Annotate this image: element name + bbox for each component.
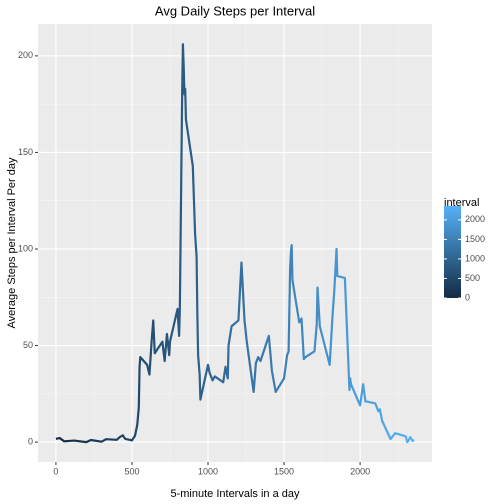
legend-colorbar <box>444 206 461 298</box>
y-tick-label: 150 <box>18 147 33 157</box>
legend-tick-label: 500 <box>465 273 480 283</box>
legend-tick-label: 2000 <box>465 214 485 224</box>
legend-title: interval <box>444 197 479 209</box>
y-tick-label: 0 <box>28 436 33 446</box>
x-tick-label: 0 <box>53 466 58 476</box>
x-axis-title: 5-minute Intervals in a day <box>170 488 300 500</box>
x-tick-label: 1000 <box>198 466 218 476</box>
x-tick-label: 1500 <box>274 466 294 476</box>
x-tick-label: 500 <box>124 466 139 476</box>
legend-tick-label: 1500 <box>465 234 485 244</box>
panel <box>38 24 432 462</box>
y-tick-label: 100 <box>18 243 33 253</box>
y-tick-label: 50 <box>23 340 33 350</box>
y-tick-label: 200 <box>18 50 33 60</box>
line <box>55 43 415 444</box>
legend-tick-label: 1000 <box>465 253 485 263</box>
chart-title: Avg Daily Steps per Interval <box>155 3 315 18</box>
legend-tick-label: 0 <box>465 292 470 302</box>
x-tick-label: 2000 <box>350 466 370 476</box>
y-axis-title: Average Steps per Interval Per day <box>6 157 18 329</box>
